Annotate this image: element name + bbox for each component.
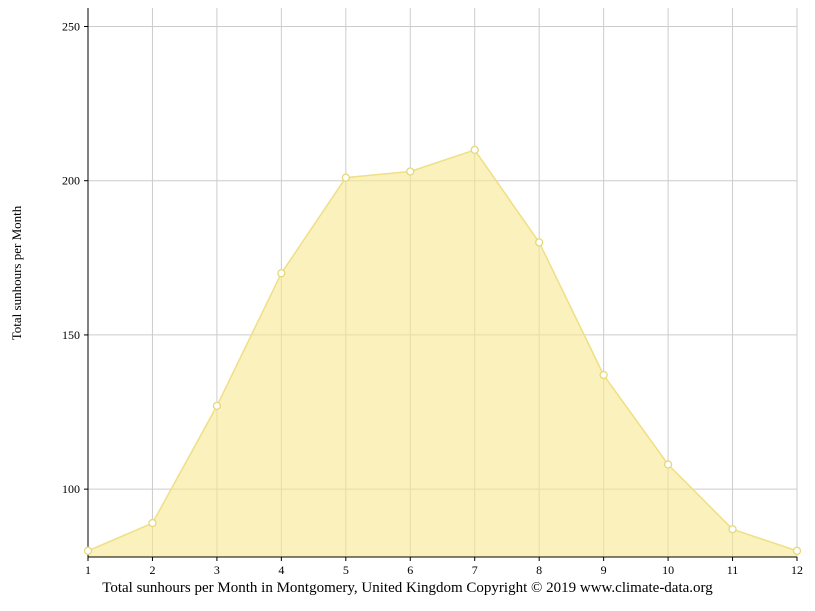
x-tick-label: 9 bbox=[601, 563, 607, 577]
x-tick-label: 3 bbox=[214, 563, 220, 577]
area-fill bbox=[88, 149, 797, 557]
data-point-marker bbox=[148, 518, 157, 528]
x-tick-label: 12 bbox=[791, 563, 803, 577]
data-point-marker bbox=[792, 546, 802, 555]
x-tick-label: 8 bbox=[536, 563, 542, 577]
y-tick-label: 250 bbox=[62, 20, 80, 34]
y-tick-label: 150 bbox=[62, 328, 80, 342]
series-line bbox=[87, 149, 798, 552]
chart-caption: Total sunhours per Month in Montgomery, … bbox=[102, 580, 713, 596]
x-tick-label: 7 bbox=[472, 563, 478, 577]
x-tick-label: 4 bbox=[278, 563, 284, 577]
data-point-marker bbox=[83, 546, 93, 555]
x-tick-label: 6 bbox=[407, 563, 413, 577]
x-tick-label: 10 bbox=[662, 563, 674, 577]
data-point-marker bbox=[470, 145, 479, 155]
x-tick-label: 1 bbox=[85, 563, 91, 577]
data-point-marker bbox=[341, 173, 350, 182]
data-point-marker bbox=[599, 370, 608, 380]
y-tick-label: 200 bbox=[62, 174, 80, 188]
y-tick-label: 100 bbox=[62, 482, 80, 496]
data-point-marker bbox=[663, 460, 673, 469]
data-point-marker bbox=[277, 269, 286, 278]
data-point-marker bbox=[406, 167, 415, 176]
data-point-marker bbox=[728, 525, 737, 534]
data-point-marker bbox=[212, 401, 222, 411]
x-tick-label: 5 bbox=[343, 563, 349, 577]
y-axis-title: Total sunhours per Month bbox=[9, 205, 24, 341]
data-point-marker bbox=[535, 238, 544, 247]
x-tick-label: 2 bbox=[149, 563, 155, 577]
x-tick-label: 11 bbox=[727, 563, 739, 577]
